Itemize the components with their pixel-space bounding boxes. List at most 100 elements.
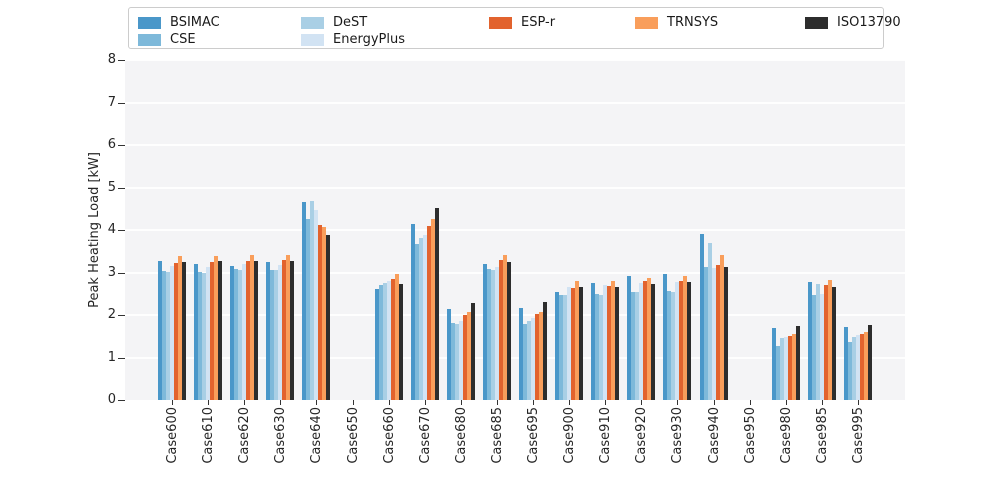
ytick-mark-1	[118, 357, 125, 359]
bar-esp-r-case900	[571, 288, 575, 400]
bar-iso13790-case670	[435, 208, 439, 400]
bar-trnsys-case610	[214, 256, 218, 400]
legend-label-iso13790: ISO13790	[837, 15, 901, 30]
bar-trnsys-case680	[467, 312, 471, 400]
bar-cse-case680	[451, 323, 455, 400]
xtick-mark-case980	[786, 400, 787, 405]
bar-trnsys-case995	[864, 332, 868, 400]
gridline-y1	[125, 356, 905, 359]
legend-swatch-esp-r	[489, 17, 512, 29]
gridline-y2	[125, 314, 905, 316]
bar-esp-r-case930	[679, 281, 683, 400]
bar-dest-case985	[816, 284, 820, 400]
bar-iso13790-case940	[724, 267, 728, 400]
xtick-mark-case650	[353, 400, 354, 405]
xtick-label-case900: Case900	[560, 407, 578, 487]
bar-iso13790-case610	[218, 261, 222, 400]
legend-swatch-cse	[138, 34, 161, 46]
xtick-label-case660: Case660	[380, 407, 398, 487]
xtick-label-case630: Case630	[271, 407, 289, 487]
bar-iso13790-case600	[182, 262, 186, 400]
legend-swatch-dest	[301, 17, 324, 29]
bar-esp-r-case670	[427, 226, 431, 400]
xtick-mark-case995	[858, 400, 859, 405]
bar-iso13790-case660	[399, 284, 403, 400]
xtick-mark-case630	[280, 400, 281, 405]
bar-esp-r-case610	[210, 262, 214, 400]
bar-bsimac-case985	[808, 282, 812, 400]
bar-esp-r-case660	[391, 279, 395, 400]
bar-cse-case670	[415, 244, 419, 400]
bar-iso13790-case910	[615, 287, 619, 400]
xtick-label-text: Case685	[489, 407, 505, 464]
bar-cse-case600	[162, 271, 166, 400]
xtick-mark-case680	[461, 400, 462, 405]
bar-cse-case685	[487, 269, 491, 400]
bar-iso13790-case640	[326, 235, 330, 400]
ytick-label-3: 3	[107, 264, 116, 280]
bar-iso13790-case630	[290, 261, 294, 400]
bar-dest-case600	[166, 272, 170, 400]
xtick-label-case950: Case950	[741, 407, 759, 487]
xtick-mark-case950	[750, 400, 751, 405]
legend: BSIMAC CSE DeST EnergyPlus ESP-r TRNSYS ISO137…	[128, 7, 901, 49]
bar-energyplus-case920	[639, 283, 643, 400]
bar-energyplus-case685	[495, 267, 499, 400]
ytick-mark-2	[118, 315, 125, 316]
xtick-mark-case910	[605, 400, 606, 405]
gridline-y8	[125, 59, 905, 61]
xtick-label-text: Case680	[453, 407, 469, 464]
legend-swatch-energyplus	[301, 34, 324, 46]
bar-cse-case630	[270, 270, 274, 400]
bar-trnsys-case640	[322, 227, 326, 400]
xtick-label-text: Case630	[272, 407, 288, 464]
bar-bsimac-case610	[194, 264, 198, 400]
bar-cse-case930	[667, 291, 671, 400]
bar-iso13790-case680	[471, 303, 475, 400]
bar-trnsys-case600	[178, 256, 182, 400]
bar-energyplus-case640	[314, 210, 318, 400]
xtick-mark-case660	[389, 400, 390, 405]
ytick-mark-7	[118, 102, 125, 104]
ytick-label-4: 4	[107, 222, 116, 237]
xtick-mark-case600	[172, 400, 173, 405]
xtick-label-text: Case910	[597, 407, 613, 464]
bar-energyplus-case680	[459, 321, 463, 400]
plot-area	[125, 59, 905, 400]
xtick-label-case640: Case640	[307, 407, 325, 487]
gridline-y7	[125, 101, 905, 104]
ytick-mark-5	[118, 187, 125, 189]
legend-swatch-bsimac	[138, 17, 161, 29]
ytick-label-5: 5	[107, 179, 116, 195]
bar-energyplus-case900	[567, 287, 571, 400]
bar-energyplus-case660	[387, 281, 391, 400]
bar-trnsys-case695	[539, 312, 543, 400]
bar-esp-r-case985	[824, 285, 828, 400]
bar-cse-case610	[198, 272, 202, 400]
bar-energyplus-case670	[423, 235, 427, 400]
bar-cse-case695	[523, 324, 527, 400]
xtick-label-case930: Case930	[668, 407, 686, 487]
gridline-y3	[125, 271, 905, 274]
ytick-label-0: 0	[107, 392, 116, 407]
bar-esp-r-case910	[607, 286, 611, 400]
bar-bsimac-case670	[411, 224, 415, 400]
xtick-label-text: Case995	[850, 407, 866, 464]
bar-iso13790-case920	[651, 284, 655, 400]
bar-energyplus-case910	[603, 285, 607, 400]
xtick-label-case980: Case980	[777, 407, 795, 487]
bar-esp-r-case600	[174, 263, 178, 400]
gridline-y4	[125, 229, 905, 231]
bar-dest-case910	[599, 295, 603, 400]
bar-bsimac-case685	[483, 264, 487, 400]
xtick-label-case920: Case920	[632, 407, 650, 487]
xtick-label-case620: Case620	[235, 407, 253, 487]
bar-iso13790-case930	[687, 282, 691, 400]
bar-cse-case995	[848, 342, 852, 400]
bar-bsimac-case910	[591, 283, 595, 400]
xtick-mark-case985	[822, 400, 823, 405]
bar-dest-case695	[527, 321, 531, 400]
bar-bsimac-case600	[158, 261, 162, 400]
legend-label-energyplus: EnergyPlus	[333, 32, 405, 47]
bar-dest-case660	[383, 283, 387, 400]
